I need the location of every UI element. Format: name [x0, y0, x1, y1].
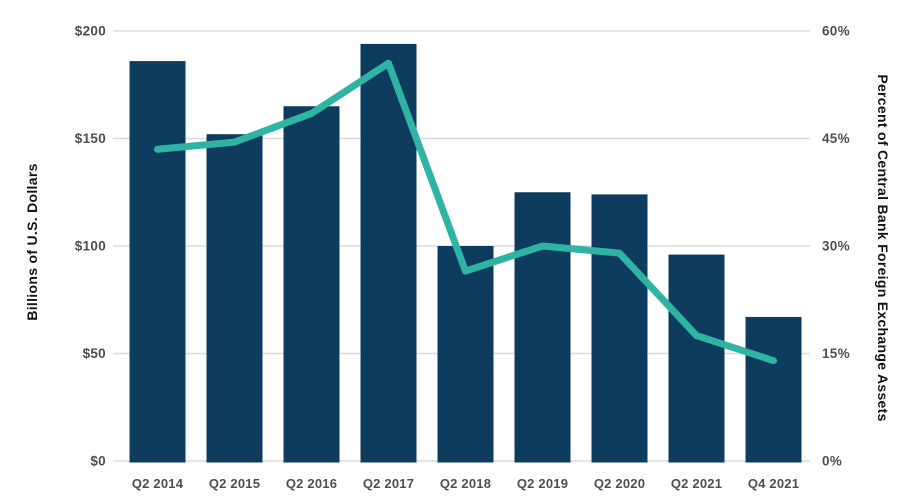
- bar: [514, 192, 571, 463]
- bar: [129, 61, 186, 463]
- x-axis-category-labels: Q2 2014 Q2 2015 Q2 2016 Q2 2017 Q2 2018 Q2 20…: [132, 476, 799, 491]
- x-axis-category-label: Q4 2021: [748, 476, 799, 491]
- right-axis-tick-label: 30%: [822, 239, 850, 254]
- x-axis-category-label: Q2 2016: [286, 476, 337, 491]
- x-axis-category-label: Q2 2019: [517, 476, 568, 491]
- right-axis-title: Percent of Central Bank Foreign Exchange…: [875, 74, 891, 421]
- bar: [206, 134, 263, 463]
- right-axis-tick-labels: 60% 45% 30% 15% 0%: [822, 24, 850, 469]
- left-axis-tick-label: $100: [75, 239, 106, 254]
- right-axis-tick-label: 0%: [822, 454, 842, 469]
- left-axis-tick-label: $200: [75, 24, 106, 39]
- line-series: [154, 59, 777, 365]
- left-axis-tick-label: $150: [75, 131, 106, 146]
- right-axis-tick-label: 15%: [822, 346, 850, 361]
- bar: [668, 254, 725, 463]
- left-axis-tick-labels: $200 $150 $100 $50 $0: [75, 24, 106, 469]
- bar: [283, 106, 340, 463]
- bar: [437, 246, 494, 463]
- x-axis-category-label: Q2 2018: [440, 476, 491, 491]
- left-axis-tick-label: $0: [90, 454, 106, 469]
- left-axis-title: Billions of U.S. Dollars: [24, 163, 40, 320]
- bar: [591, 194, 648, 463]
- right-axis-tick-label: 45%: [822, 131, 850, 146]
- x-axis-category-label: Q2 2014: [132, 476, 184, 491]
- x-axis-category-label: Q2 2017: [363, 476, 414, 491]
- right-axis-tick-label: 60%: [822, 24, 850, 39]
- bar: [745, 316, 802, 463]
- x-axis-category-label: Q2 2020: [594, 476, 645, 491]
- left-axis-tick-label: $50: [83, 346, 106, 361]
- x-axis-category-label: Q2 2015: [209, 476, 260, 491]
- bar-series: [129, 43, 802, 463]
- x-axis-category-label: Q2 2021: [671, 476, 722, 491]
